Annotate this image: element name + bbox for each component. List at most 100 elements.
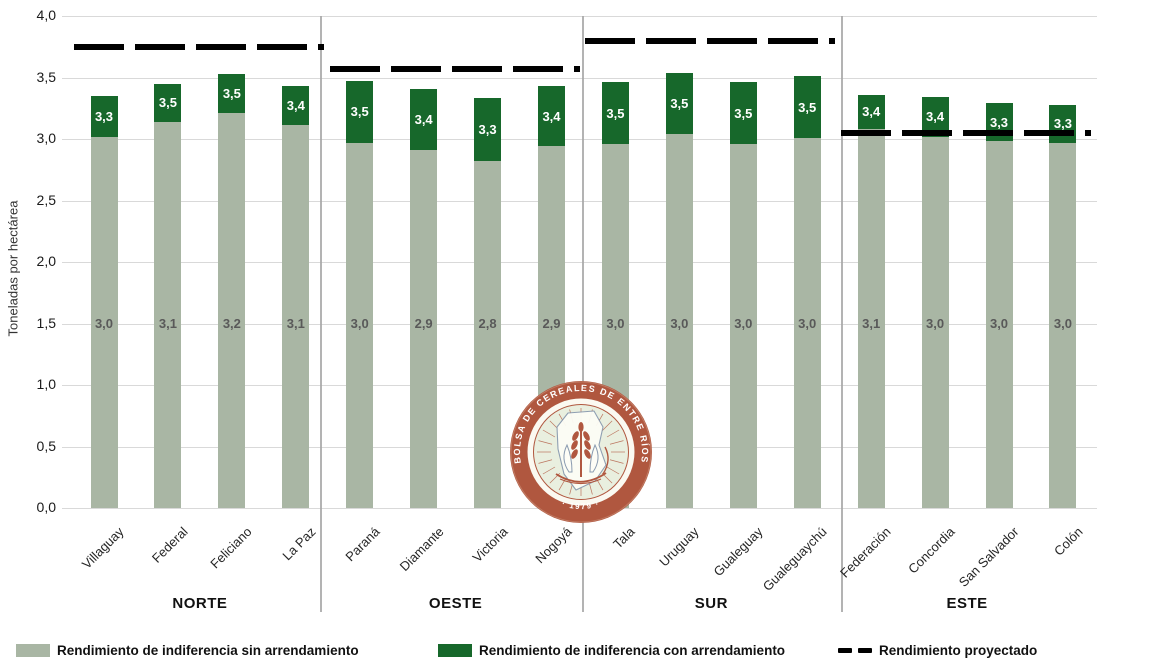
gridline (62, 262, 1097, 263)
legend-item-proyectado: Rendimiento proyectado (838, 638, 1037, 662)
bar-label-con: 3,5 (222, 85, 241, 101)
region-separator-line (320, 16, 322, 612)
bar-label-sin: 3,0 (670, 316, 689, 331)
bar-sin-arrendamiento (1049, 142, 1077, 508)
projected-yield-dash-line (841, 129, 1091, 136)
bar-label-sin: 3,2 (222, 316, 241, 331)
bar-sin-arrendamiento (729, 143, 757, 508)
legend-dash-icon (858, 647, 872, 653)
region-separator-line (841, 16, 843, 612)
bar-sin-arrendamiento (474, 161, 502, 508)
legend-swatch-green (438, 643, 472, 657)
bar-label-con: 3,5 (734, 105, 753, 121)
y-axis-tick-label: 3,5 (36, 68, 56, 85)
bar-label-sin: 2,9 (414, 316, 433, 331)
bar-label-sin: 3,0 (94, 316, 114, 331)
bar-con-arrendamiento (282, 86, 310, 126)
gridline (62, 200, 1097, 202)
bar-con-arrendamiento (1049, 104, 1077, 143)
bar-label-sin: 3,0 (989, 316, 1009, 331)
bar-label-con: 3,4 (414, 111, 433, 127)
y-axis-tick-label: 2,0 (36, 253, 56, 269)
bar-con-arrendamiento (346, 81, 374, 143)
bar-con-arrendamiento (474, 98, 502, 162)
legend-item-sin-arrendamiento: Rendimiento de indiferencia sin arrendam… (16, 638, 359, 662)
bar-label-con: 3,3 (1053, 116, 1072, 132)
bar-sin-arrendamiento (410, 150, 438, 508)
legend-label: Rendimiento de indiferencia con arrendam… (479, 642, 786, 658)
bar-label-sin: 3,1 (158, 316, 177, 331)
region-label: NORTE (172, 595, 228, 612)
legend-label: Rendimiento de indiferencia sin arrendam… (57, 642, 359, 658)
logo-wheat-icon (555, 422, 609, 485)
bar-label-sin: 3,0 (350, 316, 369, 331)
bar-label-sin: 3,1 (286, 316, 305, 331)
bar-label-con: 3,5 (798, 99, 817, 115)
bar-sin-arrendamiento (665, 134, 693, 508)
bar-sin-arrendamiento (90, 136, 118, 508)
projected-yield-dash-line (585, 37, 836, 44)
logo-year-text: · 1979 · (561, 499, 600, 511)
gridline (62, 139, 1097, 140)
chart-plot-area: 4,0 3,5 3,0 2,5 2,0 1,5 1,0 0,5 0,0 3,3 3,0 Villagu… (36, 7, 1097, 612)
bar-con-arrendamiento (218, 73, 246, 114)
bar-sin-arrendamiento (921, 136, 949, 508)
bar-con-arrendamiento (601, 82, 629, 144)
bar-label-sin: 3,0 (1053, 316, 1072, 331)
bar-label-con: 3,3 (989, 114, 1009, 130)
y-axis-tick-label: 1,0 (36, 376, 56, 392)
bolsa-cereales-logo: BOLSA DE CEREALES DE ENTRE RÍOS · 1979 · (510, 381, 652, 523)
bar-label-sin: 3,0 (734, 316, 753, 331)
bar-label-con: 3,5 (670, 95, 689, 111)
bar-label-con: 3,5 (158, 95, 177, 111)
bar-label-sin: 3,0 (798, 316, 817, 331)
bar-sin-arrendamiento (154, 121, 182, 508)
projected-yield-dash-line (74, 43, 324, 50)
bar-con-arrendamiento (90, 95, 118, 137)
bar-sin-arrendamiento (985, 141, 1013, 508)
bar-label-con: 3,4 (862, 104, 881, 120)
bar-label-con: 3,5 (350, 104, 369, 120)
legend-dash-icon (838, 647, 852, 653)
bar-con-arrendamiento (729, 82, 757, 144)
legend-item-con-arrendamiento: Rendimiento de indiferencia con arrendam… (438, 638, 785, 662)
bar-sin-arrendamiento (346, 142, 374, 508)
gridline (62, 16, 1097, 17)
bar-label-sin: 3,0 (926, 316, 945, 331)
y-axis-tick-label: 3,0 (36, 130, 56, 146)
bar-label-sin: 2,9 (542, 316, 561, 331)
legend-swatch-gray (16, 643, 50, 657)
bar-con-arrendamiento (410, 88, 438, 151)
bar-label-sin: 3,1 (862, 316, 881, 331)
bar-label-sin: 3,0 (606, 316, 625, 331)
y-axis-tick-label: 4,0 (36, 7, 56, 23)
bar-label-con: 3,3 (94, 108, 114, 124)
bar-label-sin: 2,8 (478, 316, 497, 331)
bar-label-con: 3,5 (606, 105, 625, 121)
y-axis-tick-label: 2,5 (36, 191, 56, 208)
bar-label-con: 3,3 (478, 122, 497, 138)
bar-con-arrendamiento (857, 94, 885, 130)
bar-sin-arrendamiento (218, 113, 246, 508)
y-axis-tick-label: 1,5 (36, 314, 56, 331)
bar-sin-arrendamiento (857, 129, 885, 508)
bar-con-arrendamiento (665, 72, 693, 135)
bar-con-arrendamiento (154, 83, 182, 122)
gridline (62, 77, 1097, 79)
projected-yield-dash-line (329, 65, 580, 72)
bar-label-con: 3,4 (926, 109, 945, 125)
gridline (62, 323, 1097, 325)
y-axis-tick-label: 0,0 (36, 499, 56, 515)
chart-legend: Rendimiento de indiferencia sin arrendam… (0, 638, 1152, 664)
bar-sin-arrendamiento (282, 125, 310, 508)
bar-con-arrendamiento (793, 76, 821, 138)
legend-label: Rendimiento proyectado (879, 642, 1038, 658)
region-label: SUR (694, 595, 728, 612)
region-label: ESTE (946, 595, 988, 612)
region-label: OESTE (428, 595, 483, 612)
y-axis-tick-label: 0,5 (36, 437, 56, 454)
bar-con-arrendamiento (538, 86, 565, 147)
y-axis-title: Toneladas por hectárea (5, 200, 21, 337)
svg-text:· 1979 ·: · 1979 · (561, 499, 601, 511)
bar-label-con: 3,4 (542, 108, 561, 124)
